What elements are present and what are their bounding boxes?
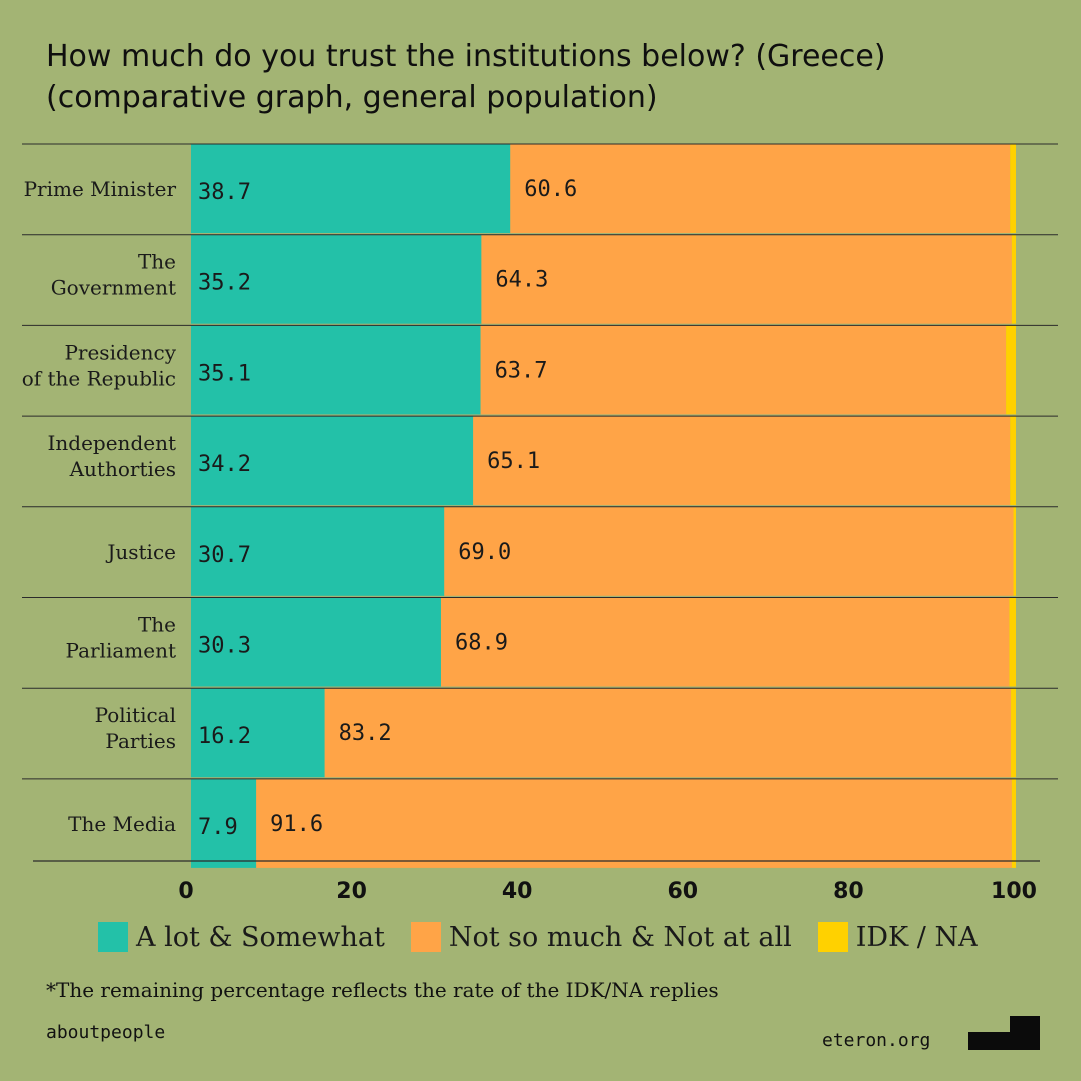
value-label-distrust-6: 83.2 — [339, 721, 392, 746]
x-tick-label-3: 60 — [667, 879, 698, 900]
chart-legend: A lot & Somewhat Not so much & Not at al… — [98, 918, 1004, 956]
value-label-trust-4: 30.7 — [198, 543, 251, 568]
bar-idk-2 — [1006, 325, 1016, 415]
value-label-distrust-1: 64.3 — [495, 268, 548, 293]
bar-distrust-1 — [481, 234, 1012, 324]
bar-trust-7 — [191, 778, 257, 868]
legend-swatch-distrust — [410, 922, 441, 952]
bar-idk-0 — [1010, 144, 1016, 233]
bar-distrust-0 — [510, 144, 1011, 233]
category-label-7: The Media — [68, 812, 176, 836]
value-label-trust-6: 16.2 — [198, 724, 251, 749]
category-label-6: Political Parties — [95, 703, 176, 753]
bar-trust-2 — [191, 325, 481, 415]
bar-idk-6 — [1011, 688, 1016, 778]
chart-title: How much do you trust the institutions b… — [46, 36, 1046, 118]
category-label-2: Presidency of the Republic — [22, 340, 177, 390]
bar-trust-4 — [191, 506, 445, 596]
legend-item-distrust: Not so much & Not at all — [410, 921, 792, 953]
category-label-1: The Government — [51, 250, 176, 300]
value-label-distrust-0: 60.6 — [524, 177, 577, 202]
value-label-trust-2: 35.1 — [198, 361, 251, 386]
value-label-distrust-3: 65.1 — [487, 449, 540, 474]
bar-idk-3 — [1010, 416, 1016, 506]
legend-item-trust: A lot & Somewhat — [98, 922, 385, 953]
bar-idk-7 — [1011, 778, 1016, 868]
x-tick-label-0: 0 — [178, 879, 193, 900]
legend-item-idk: IDK / NA — [817, 921, 978, 953]
source-eteron: eteron.org — [822, 1030, 931, 1051]
legend-label-trust: A lot & Somewhat — [136, 921, 385, 953]
x-tick-label-4: 80 — [833, 879, 864, 900]
bar-trust-0 — [191, 144, 511, 233]
bar-trust-1 — [191, 234, 482, 324]
bar-distrust-5 — [440, 597, 1010, 687]
bar-trust-5 — [191, 597, 441, 687]
bar-trust-3 — [191, 416, 474, 506]
bar-distrust-7 — [256, 778, 1012, 868]
chart-title-line-1: How much do you trust the institutions b… — [46, 39, 886, 74]
legend-label-distrust: Not so much & Not at all — [448, 921, 792, 953]
bar-distrust-3 — [473, 416, 1011, 506]
stacked-bar-chart: 38.7 60.6 Prime Minister 35.2 64.3 The Governm… — [22, 143, 1058, 900]
category-label-5: The Parliament — [66, 613, 176, 663]
legend-label-idk: IDK / NA — [855, 921, 978, 953]
x-tick-label-2: 40 — [502, 879, 533, 900]
footnote: *The remaining percentage reflects the r… — [46, 978, 719, 1002]
category-label-4: Justice — [105, 540, 176, 564]
value-label-distrust-5: 68.9 — [455, 631, 508, 656]
category-label-0: Prime Minister — [24, 177, 177, 201]
x-tick-label-1: 20 — [336, 879, 367, 900]
chart-title-line-2: (comparative graph, general population) — [46, 80, 658, 115]
value-label-distrust-4: 69.0 — [458, 540, 511, 565]
x-tick-label-5: 100 — [991, 879, 1037, 900]
bar-idk-4 — [1013, 506, 1016, 596]
legend-swatch-trust — [98, 922, 128, 952]
value-label-trust-0: 38.7 — [198, 180, 251, 205]
value-label-distrust-2: 63.7 — [495, 358, 548, 383]
bar-distrust-2 — [480, 325, 1007, 415]
bar-distrust-4 — [444, 506, 1014, 596]
bar-idk-5 — [1009, 597, 1016, 687]
category-label-3: Independent Authorties — [48, 431, 177, 481]
legend-swatch-idk — [817, 922, 848, 952]
value-label-distrust-7: 91.6 — [270, 812, 323, 837]
value-label-trust-5: 30.3 — [198, 634, 251, 659]
eteron-logo-icon — [968, 1016, 1040, 1050]
source-aboutpeople: aboutpeople — [46, 1022, 166, 1043]
bar-idk-1 — [1011, 234, 1016, 324]
value-label-trust-1: 35.2 — [198, 271, 251, 296]
value-label-trust-3: 34.2 — [198, 452, 251, 477]
bar-distrust-6 — [324, 688, 1012, 778]
value-label-trust-7: 7.9 — [198, 815, 238, 840]
bar-trust-6 — [191, 688, 325, 778]
